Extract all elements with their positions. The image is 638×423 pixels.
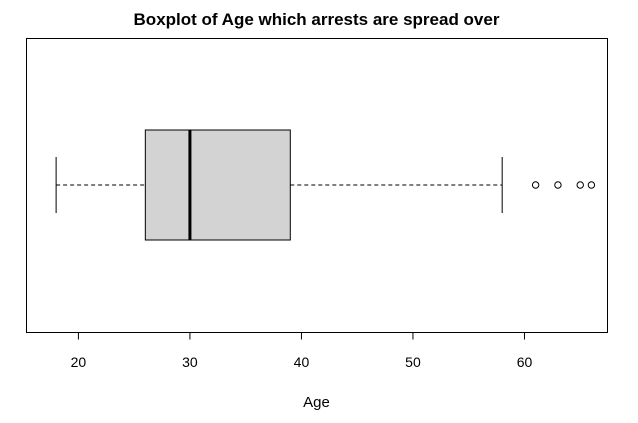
x-tick-label: 30 bbox=[182, 354, 198, 370]
boxplot-marks bbox=[55, 129, 596, 241]
outlier-point bbox=[531, 181, 540, 189]
x-axis-title: Age bbox=[303, 394, 330, 411]
outlier-point bbox=[587, 181, 596, 189]
outlier-point bbox=[554, 181, 562, 189]
x-axis: 20 30 40 50 60 bbox=[71, 332, 533, 370]
x-tick-label: 50 bbox=[405, 354, 421, 370]
x-tick-label: 60 bbox=[517, 354, 533, 370]
chart-title: Boxplot of Age which arrests are spread … bbox=[134, 10, 500, 29]
x-tick-label: 20 bbox=[71, 354, 87, 370]
iqr-box bbox=[144, 129, 291, 241]
x-tick-label: 40 bbox=[294, 354, 310, 370]
outlier-point bbox=[576, 181, 584, 189]
